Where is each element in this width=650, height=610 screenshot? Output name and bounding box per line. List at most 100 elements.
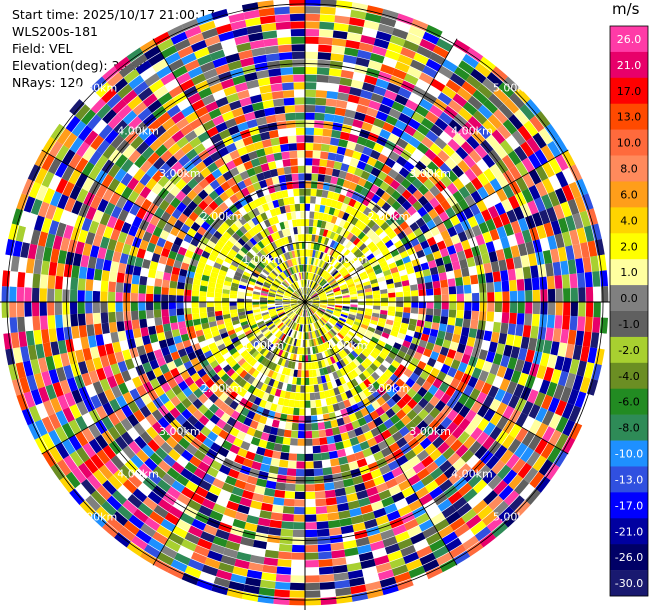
gate-cell: [347, 94, 360, 104]
gate-cell: [294, 97, 305, 105]
gate-cell: [477, 125, 491, 140]
gate-cell: [257, 470, 269, 480]
gate-cell: [418, 519, 434, 532]
gate-cell: [85, 231, 96, 245]
gate-cell: [345, 355, 353, 363]
gate-cell: [283, 326, 289, 334]
gate-cell: [12, 240, 23, 257]
gate-cell: [121, 186, 133, 200]
gate-cell: [470, 163, 483, 177]
gate-cell: [363, 216, 372, 226]
gate-cell: [288, 399, 295, 408]
gate-cell: [401, 404, 413, 415]
gate-cell: [155, 447, 168, 460]
gate-cell: [50, 123, 66, 141]
gate-cell: [61, 165, 75, 182]
gate-cell: [301, 272, 304, 280]
gate-cell: [274, 6, 290, 15]
gate-cell: [318, 319, 324, 327]
gate-cell: [135, 529, 152, 544]
gate-cell: [317, 360, 323, 369]
gate-cell: [477, 186, 489, 200]
gate-cell: [305, 188, 311, 196]
gate-cell: [462, 53, 479, 69]
gate-cell: [389, 35, 406, 47]
gate-cell: [425, 130, 439, 143]
gate-cell: [375, 78, 390, 90]
gate-cell: [189, 136, 202, 149]
gate-cell: [259, 230, 267, 239]
gate-cell: [388, 151, 400, 162]
gate-cell: [236, 163, 247, 174]
gate-cell: [115, 292, 123, 302]
gate-cell: [412, 189, 424, 201]
gate-cell: [224, 118, 237, 129]
gate-cell: [312, 227, 317, 235]
gate-cell: [220, 555, 237, 566]
gate-cell: [528, 169, 542, 185]
gate-cell: [42, 136, 57, 154]
gate-cell: [426, 374, 437, 385]
gate-cell: [362, 82, 376, 93]
gate-cell: [350, 584, 367, 595]
gate-cell: [209, 383, 219, 393]
gate-cell: [209, 235, 219, 245]
gate-cell: [314, 235, 320, 243]
gate-cell: [350, 378, 359, 387]
gate-cell: [190, 40, 207, 53]
gate-cell: [301, 317, 304, 325]
gate-cell: [327, 294, 335, 298]
gate-cell: [325, 311, 333, 316]
gate-cell: [222, 244, 232, 253]
gate-cell: [201, 94, 216, 106]
gate-cell: [465, 514, 482, 529]
gate-cell: [295, 120, 305, 128]
gate-cell: [396, 302, 404, 308]
gate-cell: [85, 495, 101, 512]
gate-cell: [403, 226, 413, 236]
gate-cell: [269, 208, 277, 217]
gate-cell: [243, 243, 252, 252]
gate-cell: [581, 193, 594, 211]
gate-cell: [168, 344, 178, 354]
gate-cell: [345, 251, 353, 259]
gate-cell: [441, 59, 458, 73]
gate-cell: [590, 332, 600, 349]
gate-cell: [263, 317, 272, 323]
gate-cell: [567, 329, 577, 345]
gate-cell: [456, 502, 472, 517]
gate-cell: [435, 257, 444, 267]
gate-cell: [418, 295, 426, 302]
gate-cell: [366, 366, 375, 375]
gate-cell: [379, 336, 388, 344]
gate-cell: [361, 121, 373, 132]
gate-cell: [23, 360, 34, 377]
gate-cell: [491, 66, 508, 82]
azimuth-spoke: [152, 301, 306, 566]
gate-cell: [335, 303, 343, 306]
gate-cell: [38, 357, 49, 373]
gate-cell: [355, 315, 364, 321]
gate-cell: [376, 457, 388, 469]
gate-cell: [362, 206, 372, 216]
gate-cell: [429, 52, 446, 66]
gate-cell: [357, 307, 365, 312]
gate-cell: [265, 114, 277, 124]
gate-cell: [134, 336, 144, 348]
gate-cell: [349, 311, 357, 316]
gate-cell: [371, 316, 379, 322]
gate-cell: [283, 498, 295, 507]
gate-cell: [24, 316, 33, 332]
gate-cell: [313, 242, 318, 250]
gate-cell: [55, 161, 69, 178]
gate-cell: [381, 429, 392, 440]
gate-cell: [176, 519, 192, 532]
gate-cell: [203, 68, 218, 80]
gate-cell: [445, 385, 456, 397]
gate-cell: [228, 468, 240, 479]
gate-cell: [384, 355, 394, 365]
gate-cell: [322, 325, 329, 333]
gate-cell: [122, 89, 138, 105]
gate-cell: [437, 264, 446, 274]
gate-cell: [177, 493, 191, 506]
